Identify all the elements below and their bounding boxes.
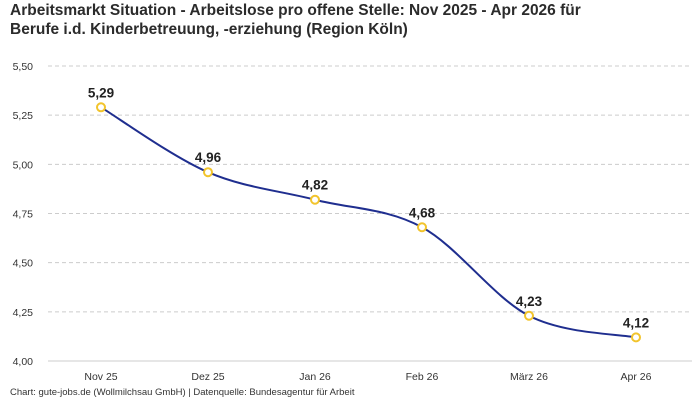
grid-lines: [48, 65, 692, 362]
x-tick-label: Feb 26: [406, 371, 439, 383]
x-tick-label: Dez 25: [191, 371, 224, 383]
data-point: [524, 310, 534, 321]
y-tick-label: 5,50: [13, 61, 34, 73]
data-label: 4,82: [302, 178, 328, 193]
data-point: [417, 222, 427, 233]
chart-title-line-2: Berufe i.d. Kinderbetreuung, -erziehung …: [10, 21, 408, 38]
series: [96, 102, 641, 343]
data-point: [203, 167, 213, 178]
y-tick-label: 4,75: [13, 209, 34, 221]
x-axis: Nov 25 Dez 25 Jan 26 Feb 26 März 26 Apr 26: [84, 371, 651, 383]
chart-title: Arbeitsmarkt Situation - Arbeitslose pro…: [10, 1, 690, 39]
series-line: [100, 106, 637, 339]
data-label: 5,29: [88, 85, 114, 100]
x-tick-label: Nov 25: [84, 371, 117, 383]
data-labels: 5,29 4,96 4,82 4,68 4,23 4,12: [88, 85, 649, 330]
data-point: [310, 194, 320, 205]
data-label: 4,68: [409, 205, 436, 220]
y-tick-label: 4,25: [13, 307, 34, 319]
data-point: [96, 102, 106, 113]
data-point: [631, 332, 641, 343]
data-label: 4,96: [195, 150, 222, 165]
chart-title-line-1: Arbeitsmarkt Situation - Arbeitslose pro…: [10, 2, 581, 19]
chart-footer: Chart: gute-jobs.de (Wollmilchsau GmbH) …: [10, 387, 355, 398]
y-tick-label: 4,00: [13, 356, 34, 368]
y-tick-label: 5,00: [13, 159, 34, 171]
y-tick-label: 4,50: [13, 258, 34, 270]
data-label: 4,12: [623, 315, 649, 330]
y-axis: 4,00 4,25 4,50 4,75 5,00 5,25 5,50: [13, 61, 34, 368]
x-tick-label: Jan 26: [299, 371, 331, 383]
y-tick-label: 5,25: [13, 110, 34, 122]
x-tick-label: Apr 26: [621, 371, 652, 383]
data-label: 4,23: [516, 294, 543, 309]
x-tick-label: März 26: [510, 371, 548, 383]
